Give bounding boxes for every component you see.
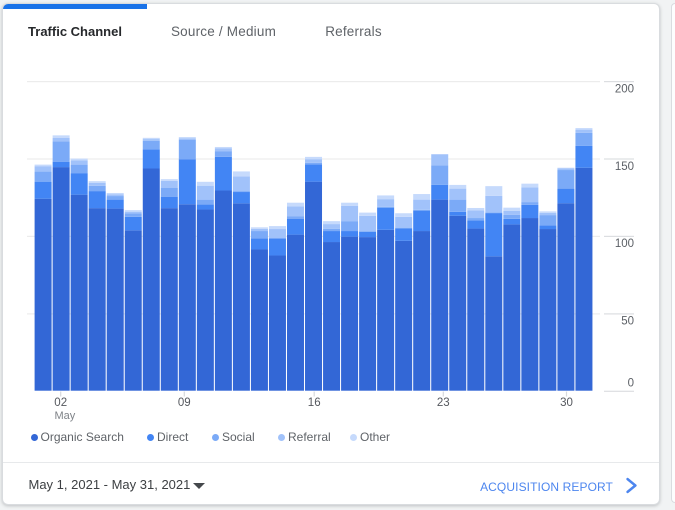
svg-text:09: 09: [178, 397, 191, 409]
svg-text:100: 100: [615, 238, 634, 250]
svg-text:200: 200: [615, 83, 634, 95]
svg-text:02: 02: [54, 397, 67, 409]
svg-text:50: 50: [621, 316, 634, 328]
svg-text:30: 30: [560, 397, 573, 409]
svg-text:150: 150: [615, 161, 634, 173]
svg-text:16: 16: [308, 397, 321, 409]
svg-text:May: May: [55, 410, 76, 422]
svg-text:23: 23: [437, 397, 450, 409]
svg-text:0: 0: [628, 377, 634, 389]
